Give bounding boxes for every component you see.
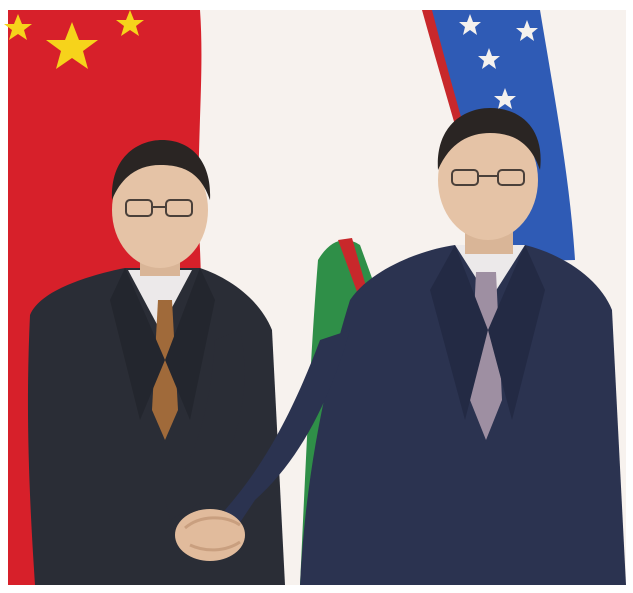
- flag-star-icon: [494, 88, 516, 109]
- handshake: [165, 330, 350, 561]
- flag-star-icon: [4, 14, 32, 40]
- flag-star-icon: [459, 14, 481, 35]
- flag-star-icon: [516, 20, 538, 41]
- flag-star-icon: [116, 10, 144, 36]
- flag-star-icon: [46, 22, 98, 69]
- flag-star-icon: [478, 48, 500, 69]
- person-right: [300, 108, 626, 585]
